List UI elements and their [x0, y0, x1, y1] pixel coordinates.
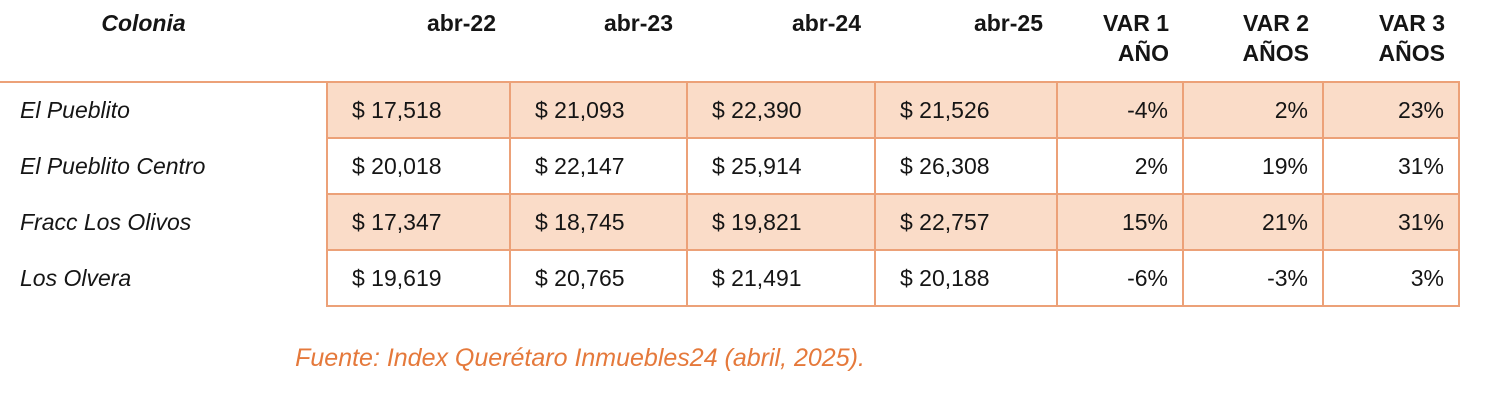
variation-cell: -3% — [1182, 249, 1324, 307]
price-cell: $ 18,745 — [509, 193, 688, 251]
colonia-cell: El Pueblito Centro — [0, 138, 327, 194]
price-table: Colonia abr-22 abr-23 abr-24 abr-25 VAR … — [0, 6, 1460, 307]
price-cell: $ 17,347 — [326, 193, 511, 251]
column-header-abr-25: abr-25 — [973, 10, 1043, 36]
column-header-var-3-anos: VAR 3 AÑOS — [1378, 10, 1445, 66]
variation-cell: 2% — [1056, 137, 1184, 195]
column-header-var-1-ano: VAR 1 AÑO — [1102, 10, 1169, 66]
price-cell: $ 25,914 — [686, 137, 876, 195]
price-cell: $ 22,757 — [874, 193, 1058, 251]
table-row: Fracc Los Olivos $ 17,347 $ 18,745 $ 19,… — [0, 193, 1460, 251]
column-header-abr-24: abr-24 — [791, 10, 861, 36]
colonia-cell: Fracc Los Olivos — [0, 194, 327, 250]
price-cell: $ 19,619 — [326, 249, 511, 307]
price-cell: $ 26,308 — [874, 137, 1058, 195]
price-cell: $ 20,018 — [326, 137, 511, 195]
header-row: Colonia abr-22 abr-23 abr-24 abr-25 VAR … — [0, 6, 1459, 82]
price-cell: $ 20,765 — [509, 249, 688, 307]
variation-cell: 19% — [1182, 137, 1324, 195]
column-header-colonia: Colonia — [101, 10, 186, 36]
price-cell: $ 22,147 — [509, 137, 688, 195]
column-header-abr-22: abr-22 — [426, 10, 496, 36]
source-caption: Fuente: Index Querétaro Inmuebles24 (abr… — [295, 344, 865, 372]
variation-cell: 31% — [1322, 137, 1460, 195]
variation-cell: 23% — [1322, 81, 1460, 139]
variation-cell: 2% — [1182, 81, 1324, 139]
price-cell: $ 21,526 — [874, 81, 1058, 139]
price-cell: $ 21,093 — [509, 81, 688, 139]
column-header-abr-23: abr-23 — [603, 10, 673, 36]
variation-cell: 3% — [1322, 249, 1460, 307]
price-cell: $ 20,188 — [874, 249, 1058, 307]
variation-cell: 15% — [1056, 193, 1184, 251]
column-header-var-2-anos: VAR 2 AÑOS — [1242, 10, 1309, 66]
variation-cell: -4% — [1056, 81, 1184, 139]
variation-cell: -6% — [1056, 249, 1184, 307]
variation-cell: 21% — [1182, 193, 1324, 251]
table-row: Los Olvera $ 19,619 $ 20,765 $ 21,491 $ … — [0, 249, 1460, 307]
colonia-cell: El Pueblito — [0, 81, 327, 138]
table-row: El Pueblito Centro $ 20,018 $ 22,147 $ 2… — [0, 137, 1460, 195]
price-cell: $ 21,491 — [686, 249, 876, 307]
price-cell: $ 19,821 — [686, 193, 876, 251]
table-row: El Pueblito $ 17,518 $ 21,093 $ 22,390 $… — [0, 81, 1460, 139]
price-cell: $ 17,518 — [326, 81, 511, 139]
colonia-cell: Los Olvera — [0, 250, 327, 306]
price-cell: $ 22,390 — [686, 81, 876, 139]
variation-cell: 31% — [1322, 193, 1460, 251]
